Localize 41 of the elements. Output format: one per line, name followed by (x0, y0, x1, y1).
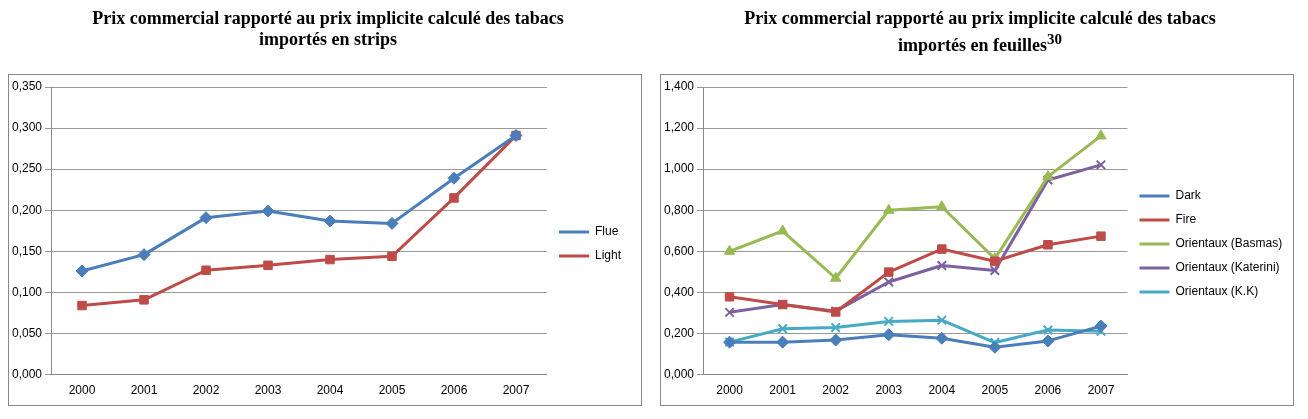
x-tick-label: 2005 (378, 383, 406, 398)
x-tick-label: 2007 (502, 383, 530, 398)
legend-label: Orientaux (K.K) (1175, 284, 1259, 299)
x-tick-label: 2003 (254, 383, 282, 398)
legend-label: Light (594, 248, 622, 263)
x-tick-label: 2001 (769, 383, 797, 398)
y-tick-label: 0,400 (664, 284, 695, 299)
x-tick-label: 2006 (440, 383, 468, 398)
y-tick-label: 0,300 (12, 120, 43, 135)
y-tick-label: 0,200 (664, 325, 695, 340)
x-tick-label: 2005 (981, 383, 1009, 398)
y-tick-label: 0,150 (12, 243, 43, 258)
chart-title: Prix commercial rapporté au prix implicite calculé des tabacs importés en strips (91, 8, 565, 51)
y-tick-label: 1,400 (664, 79, 695, 94)
y-tick-label: 0,000 (664, 366, 695, 381)
x-tick-label: 2000 (716, 383, 744, 398)
legend-label: Orientaux (Basmas) (1175, 236, 1283, 251)
y-tick-label: 0,600 (664, 243, 695, 258)
y-tick-label: 1,200 (664, 120, 695, 135)
x-tick-label: 2000 (68, 383, 96, 398)
x-tick-label: 2004 (316, 383, 344, 398)
legend-label: Orientaux (Katerini) (1175, 260, 1280, 275)
y-tick-label: 1,000 (664, 161, 695, 176)
x-tick-label: 2002 (822, 383, 850, 398)
y-tick-label: 0,250 (12, 161, 43, 176)
y-tick-label: 0,100 (12, 284, 43, 299)
y-tick-label: 0,800 (664, 202, 695, 217)
y-tick-label: 0,350 (12, 79, 43, 94)
x-tick-label: 2002 (192, 383, 220, 398)
y-tick-label: 0,000 (12, 366, 43, 381)
y-tick-label: 0,050 (12, 325, 43, 340)
legend-label: Dark (1175, 188, 1202, 203)
x-tick-label: 2004 (928, 383, 956, 398)
y-tick-label: 0,200 (12, 202, 43, 217)
x-tick-label: 2007 (1087, 383, 1115, 398)
x-tick-label: 2006 (1034, 383, 1062, 398)
x-tick-label: 2001 (130, 383, 158, 398)
chart-title: Prix commercial rapporté au prix implicite calculé des tabacs importés en feuilles$^{30}$ (743, 8, 1217, 57)
legend-label: Flue (594, 224, 619, 239)
x-tick-label: 2003 (875, 383, 903, 398)
legend-label: Fire (1175, 212, 1197, 227)
